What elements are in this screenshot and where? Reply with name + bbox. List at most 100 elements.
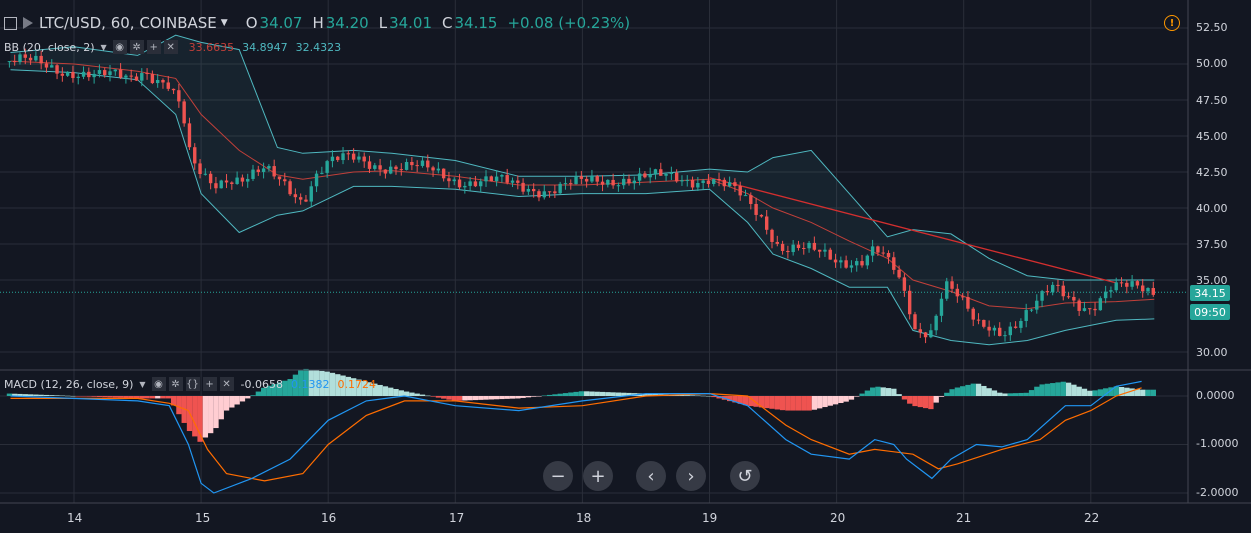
signal-line bbox=[10, 387, 1142, 482]
scroll-right-button[interactable]: › bbox=[676, 461, 706, 491]
histogram-bar bbox=[107, 396, 113, 398]
candle-body bbox=[1008, 326, 1013, 336]
histogram-bar bbox=[351, 378, 357, 396]
histogram-bar bbox=[917, 396, 923, 408]
bb-lower-line bbox=[10, 69, 1155, 346]
histogram-bar bbox=[213, 396, 219, 429]
histogram-bar bbox=[758, 396, 765, 408]
plus-icon: + bbox=[590, 465, 606, 487]
dropdown-caret-icon[interactable]: ▼ bbox=[100, 42, 107, 52]
reset-chart-button[interactable]: ↺ bbox=[730, 461, 760, 491]
dropdown-caret-icon[interactable]: ▼ bbox=[220, 18, 228, 28]
histogram-bar bbox=[488, 396, 495, 400]
candle-body bbox=[65, 71, 70, 76]
histogram-bar bbox=[22, 394, 28, 396]
histogram-bar bbox=[451, 396, 457, 401]
candle-body bbox=[187, 123, 192, 148]
add-icon[interactable]: + bbox=[146, 40, 161, 54]
histogram-bar bbox=[192, 396, 198, 437]
settings-icon[interactable]: ✲ bbox=[129, 40, 144, 54]
histogram-bar bbox=[96, 396, 103, 397]
candle-body bbox=[1088, 308, 1092, 310]
settings-icon[interactable]: ✲ bbox=[168, 377, 183, 391]
eye-icon[interactable]: ◉ bbox=[112, 40, 127, 54]
histogram-bar bbox=[785, 396, 791, 411]
zoom-out-button[interactable]: − bbox=[543, 461, 573, 491]
histogram-bar bbox=[234, 396, 240, 405]
candle-body bbox=[473, 181, 478, 187]
histogram-bar bbox=[546, 394, 553, 396]
add-icon[interactable]: + bbox=[202, 377, 217, 391]
candle-body bbox=[410, 161, 414, 166]
histogram-bar bbox=[144, 396, 150, 399]
candle-body bbox=[616, 185, 621, 187]
histogram-bar bbox=[197, 396, 203, 442]
close-value: 34.15 bbox=[454, 14, 498, 32]
scroll-left-button[interactable]: ‹ bbox=[636, 461, 666, 491]
braces-icon[interactable]: {} bbox=[185, 377, 200, 391]
candle-body bbox=[457, 179, 462, 188]
histogram-bar bbox=[536, 396, 542, 397]
histogram-bar bbox=[1108, 387, 1114, 396]
histogram-bar bbox=[1018, 392, 1024, 396]
x-tick-label: 15 bbox=[195, 511, 211, 525]
zoom-in-button[interactable]: + bbox=[583, 461, 613, 491]
close-icon[interactable]: ✕ bbox=[219, 377, 234, 391]
histogram-bar bbox=[928, 396, 934, 410]
histogram-bar bbox=[552, 394, 558, 396]
histogram-bar bbox=[372, 383, 378, 396]
chart-frame bbox=[0, 0, 1251, 504]
histogram-bar bbox=[891, 388, 897, 396]
y-tick-label: 42.50 bbox=[1196, 166, 1228, 179]
candle-body bbox=[1093, 308, 1097, 311]
warning-icon[interactable]: ! bbox=[1164, 15, 1180, 31]
x-tick-label: 22 bbox=[1084, 511, 1100, 525]
candle-body bbox=[336, 156, 340, 161]
histogram-bar bbox=[366, 382, 373, 396]
candle-body bbox=[87, 71, 91, 78]
y-tick-label: 52.50 bbox=[1196, 21, 1228, 34]
histogram-bar bbox=[922, 396, 929, 409]
histogram-bar bbox=[1134, 389, 1141, 396]
histogram-bar bbox=[441, 396, 447, 399]
candle-body bbox=[193, 147, 197, 164]
histogram-bar bbox=[49, 395, 55, 396]
candle-body bbox=[595, 176, 599, 182]
candle-body bbox=[60, 73, 65, 76]
candle-body bbox=[992, 327, 997, 331]
candle-body bbox=[706, 180, 711, 184]
macd-indicator-name[interactable]: MACD (12, 26, close, 9) bbox=[4, 377, 134, 391]
macd-value: 0.1382 bbox=[290, 377, 330, 391]
candle-body bbox=[182, 101, 186, 124]
collapse-icon[interactable] bbox=[4, 16, 17, 30]
candle-body bbox=[214, 183, 218, 189]
dropdown-caret-icon[interactable]: ▼ bbox=[139, 379, 146, 389]
histogram-bar bbox=[1076, 386, 1082, 396]
minus-icon: − bbox=[550, 465, 566, 487]
candle-body bbox=[367, 161, 372, 169]
histogram-bar bbox=[112, 396, 119, 398]
histogram-bar bbox=[1044, 383, 1051, 396]
histogram-bar bbox=[292, 374, 299, 396]
histogram-bar bbox=[472, 396, 479, 401]
histogram-bar bbox=[223, 396, 230, 411]
symbol-title[interactable]: LTC/USD, 60, COINBASE bbox=[39, 14, 217, 32]
candle-body bbox=[611, 179, 615, 186]
histogram-bar bbox=[202, 396, 209, 438]
eye-icon[interactable]: ◉ bbox=[151, 377, 166, 391]
histogram-bar bbox=[817, 396, 823, 409]
close-icon[interactable]: ✕ bbox=[163, 40, 178, 54]
histogram-bar bbox=[515, 396, 521, 399]
y-tick-label: 45.00 bbox=[1196, 130, 1228, 143]
histogram-bar bbox=[742, 396, 749, 406]
histogram-bar bbox=[1034, 386, 1040, 396]
last-price-tag: 34.15 bbox=[1190, 285, 1230, 301]
histogram-bar bbox=[1129, 388, 1135, 396]
bb-indicator-name[interactable]: BB (20, close, 2) bbox=[4, 40, 95, 54]
candle-body bbox=[76, 76, 80, 79]
candle-body bbox=[923, 332, 928, 338]
histogram-bar bbox=[954, 387, 961, 396]
histogram-bar bbox=[880, 387, 886, 396]
candle-body bbox=[1130, 281, 1134, 287]
